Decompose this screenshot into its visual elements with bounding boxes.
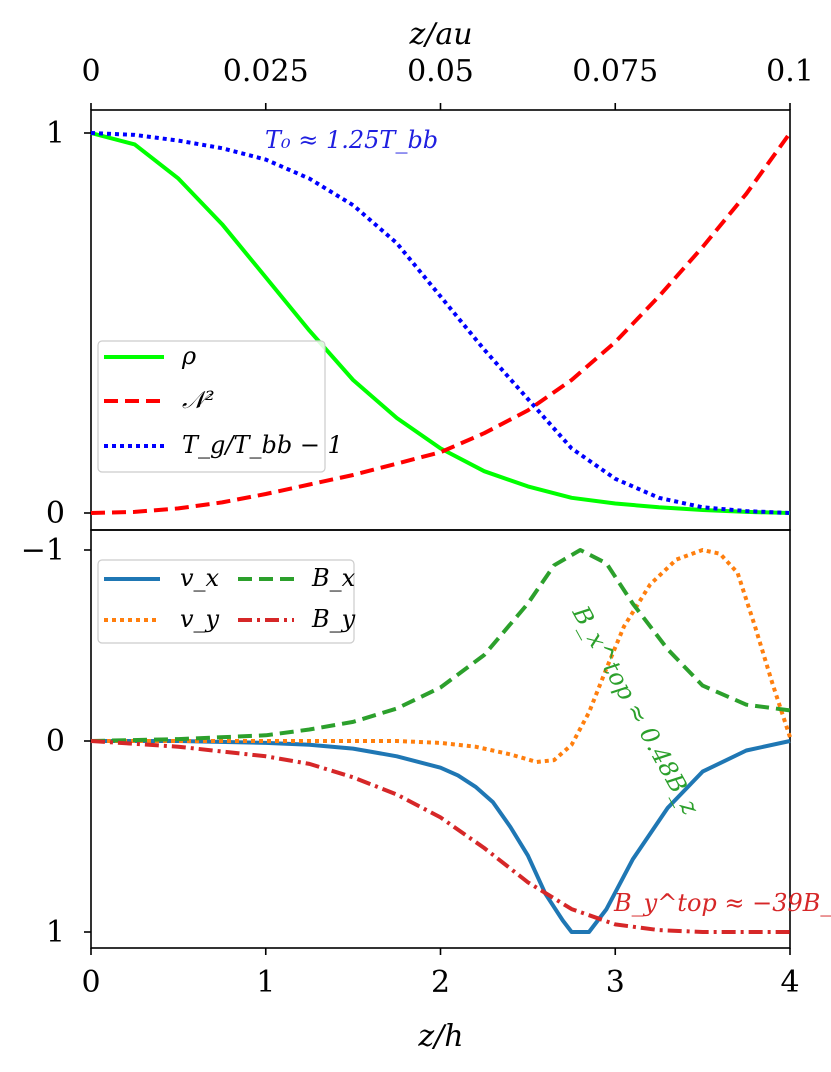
top-ytick-label-1: 1 [46, 116, 65, 151]
legend-label-rho: ρ [181, 342, 196, 370]
annotation-bx-top: B_x^top ≈ 0.48B_z [566, 600, 705, 819]
legend-label-n2: 𝒩² [182, 386, 215, 414]
legend-label-vy: v_y [180, 605, 220, 633]
series-line-0-0 [90, 131, 791, 515]
series-line-0-2 [90, 131, 791, 515]
top-xtick-label-0: 0 [81, 54, 100, 89]
bottom-xtick-label-4: 4 [780, 965, 799, 1000]
series-line-0-1 [90, 131, 792, 515]
legend-label-bx: B_x [311, 564, 356, 592]
top-secondary-axis: 0 0.025 0.05 0.075 0.1 [81, 54, 814, 110]
top-panel: 01 [46, 116, 792, 531]
bottom-ytick-label-0: −1 [21, 533, 65, 568]
bottom-legend: v_x v_y B_x B_y [97, 559, 356, 644]
bottom-xtick-label-3: 3 [606, 965, 625, 1000]
series-line-1-1 [91, 548, 792, 764]
top-xtick-label-2: 0.05 [407, 54, 474, 89]
annotation-by-top: B_y^top ≈ −39B_z [613, 889, 831, 917]
top-legend: ρ 𝒩² T_g/T_bb − 1 [97, 340, 343, 473]
top-axis-label: z/au [408, 17, 472, 52]
annotation-t0: T₀ ≈ 1.25T_bb [265, 126, 438, 154]
series-line-1-3 [90, 739, 790, 934]
top-xtick-label-3: 0.075 [572, 54, 658, 89]
legend-label-vx: v_x [180, 564, 220, 592]
top-ytick-label-0: 0 [46, 496, 65, 531]
bottom-ytick-label-1: 0 [46, 724, 65, 759]
bottom-xtick-label-2: 2 [431, 965, 450, 1000]
top-xtick-label-4: 0.1 [766, 54, 814, 89]
bottom-ytick-label-2: 1 [46, 915, 65, 950]
bottom-axis-label: z/h [417, 1019, 463, 1054]
series-line-1-0 [91, 739, 791, 934]
top-axis-title: z/au [408, 17, 472, 52]
legend-label-tg: T_g/T_bb − 1 [182, 431, 343, 459]
bottom-xtick-label-0: 0 [81, 965, 100, 1000]
top-xtick-label-1: 0.025 [223, 54, 309, 89]
legend-label-by: B_y [311, 605, 356, 633]
bottom-xtick-label-1: 1 [256, 965, 275, 1000]
top-legend-box [97, 340, 326, 473]
